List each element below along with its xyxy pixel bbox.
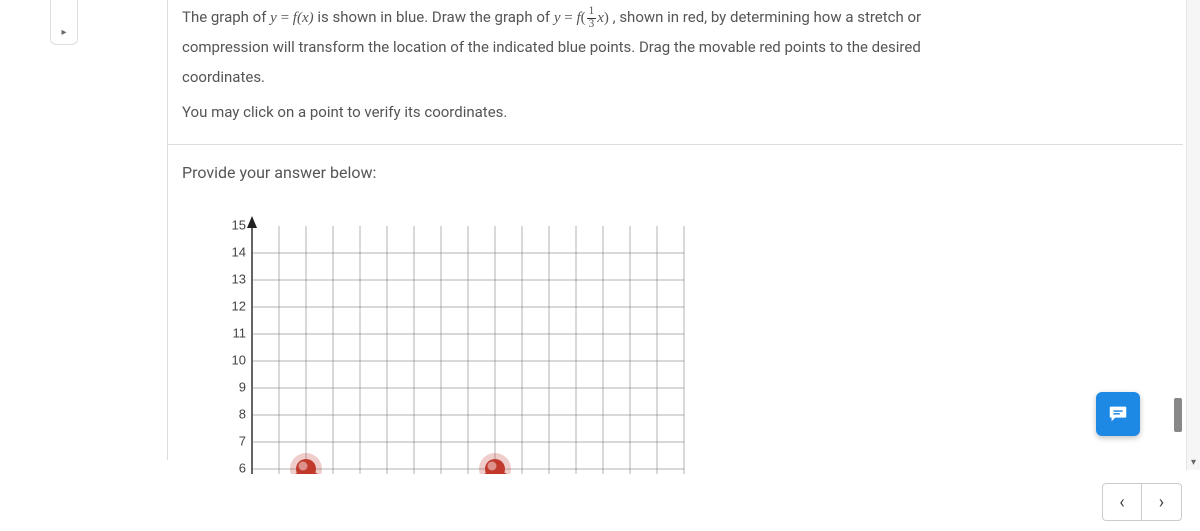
question-content: The graph of y = f(x) is shown in blue. … [168,0,1183,474]
question-prompt: The graph of y = f(x) is shown in blue. … [168,0,1183,145]
y-tick-label: 7 [239,433,246,448]
text: The graph of [182,8,270,26]
y-tick-label: 14 [232,244,246,259]
math-eq: = [281,10,293,26]
question-card: The graph of y = f(x) is shown in blue. … [167,0,1183,460]
prompt-line-3: coordinates. [182,66,1169,89]
expand-panel-tab[interactable]: ▸ [50,0,78,45]
y-tick-label: 9 [239,379,246,394]
math-eq2: = [564,10,576,26]
prev-button[interactable]: ‹ [1102,483,1142,521]
math-x: (x) [297,10,314,26]
math-paren-open: ( [581,10,586,26]
y-tick-label: 15 [232,217,246,232]
math-paren-close: ) [604,10,609,26]
math-x2: x [597,10,604,26]
y-tick-label: 13 [232,271,246,286]
text: , shown in red, by determining how a str… [613,8,921,26]
y-tick-label: 8 [239,406,246,421]
frac-num: 1 [587,6,597,18]
prompt-line-4: You may click on a point to verify its c… [182,101,1169,124]
prompt-line-1: The graph of y = f(x) is shown in blue. … [182,6,1169,30]
caret-right-icon: ▸ [61,27,66,38]
text: is shown in blue. Draw the graph of [317,8,553,26]
graph-canvas[interactable]: 15 14 13 12 11 10 9 8 7 6 [208,214,828,474]
next-button[interactable]: › [1142,483,1182,521]
y-tick-label: 6 [239,460,246,474]
answer-header: Provide your answer below: [168,145,1183,196]
math-fraction: 13 [587,6,597,30]
chat-button[interactable] [1096,392,1140,436]
y-tick-label: 10 [232,352,246,367]
chart-svg: 15 14 13 12 11 10 9 8 7 6 [208,214,828,474]
y-tick-label: 11 [233,325,247,340]
feedback-handle[interactable] [1174,398,1182,432]
prompt-line-2: compression will transform the location … [182,36,1169,59]
y-tick-label: 12 [232,298,246,313]
scroll-down-arrow-icon[interactable]: ▾ [1187,456,1200,470]
page-scrollbar[interactable]: ▾ [1186,0,1200,470]
chat-icon [1107,403,1129,425]
draggable-point[interactable] [479,453,511,474]
frac-den: 3 [587,19,597,30]
draggable-point[interactable] [290,453,322,474]
question-nav: ‹ › [1102,483,1182,521]
math-y2: y [554,10,561,26]
math-y: y [270,10,277,26]
